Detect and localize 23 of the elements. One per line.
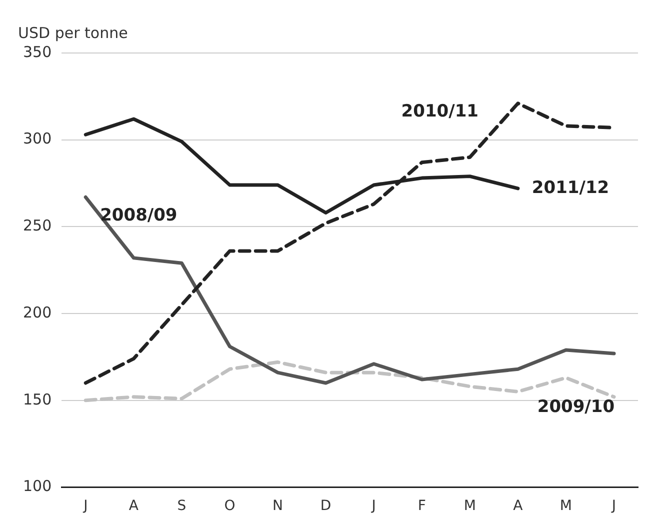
x-tick-label: M <box>560 498 572 514</box>
x-tick-label: N <box>272 498 284 514</box>
x-tick-label: F <box>418 498 426 514</box>
x-tick-label: M <box>464 498 476 514</box>
y-tick-label: 100 <box>22 477 52 496</box>
y-tick-label: 300 <box>22 130 52 148</box>
x-tick-label: A <box>128 498 139 514</box>
y-tick-label: 150 <box>22 390 52 408</box>
series-label: 2008/09 <box>100 205 178 226</box>
series-label: 2011/12 <box>532 178 610 198</box>
series-label: 2009/10 <box>537 397 615 418</box>
x-tick-label: J <box>82 498 88 514</box>
x-tick-label: S <box>177 498 186 514</box>
x-tick-label: D <box>320 498 332 514</box>
y-axis-title: USD per tonne <box>18 24 128 42</box>
x-tick-label: J <box>370 498 376 514</box>
x-tick-label: O <box>224 498 236 514</box>
x-tick-label: J <box>610 498 616 514</box>
y-tick-label: 250 <box>22 216 52 235</box>
series-label: 2010/11 <box>401 102 478 122</box>
y-tick-label: 350 <box>22 42 52 61</box>
x-tick-label: A <box>513 498 524 514</box>
y-tick-label: 200 <box>22 303 52 322</box>
